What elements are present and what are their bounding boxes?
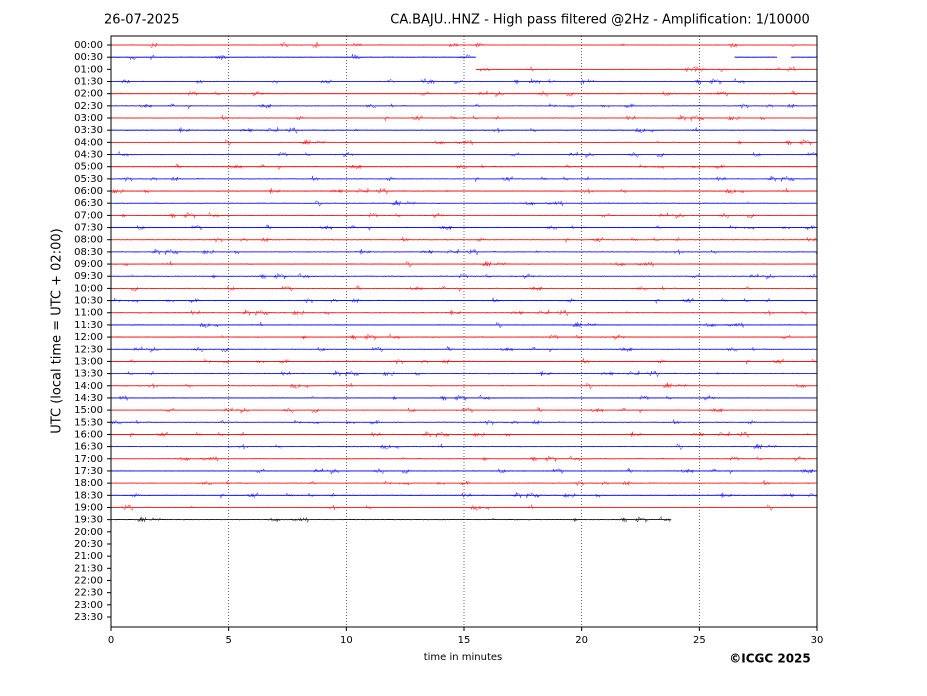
y-tick-label: 01:00	[74, 64, 103, 75]
x-tick-label: 25	[693, 635, 706, 646]
x-tick-label: 20	[575, 635, 588, 646]
y-tick-label: 07:30	[74, 223, 103, 234]
y-tick-label: 09:00	[74, 259, 103, 270]
y-tick-label: 15:30	[74, 417, 103, 428]
y-tick-label: 11:30	[74, 320, 103, 331]
y-tick-label: 08:00	[74, 235, 103, 246]
y-tick-label: 23:30	[74, 612, 103, 623]
x-tick-label: 0	[108, 635, 114, 646]
chart-title: CA.BAJU..HNZ - High pass filtered @2Hz -…	[390, 13, 810, 28]
y-tick-label: 10:30	[74, 296, 103, 307]
y-tick-label: 05:00	[74, 162, 103, 173]
y-tick-label: 07:00	[74, 210, 103, 221]
y-tick-label: 18:30	[74, 490, 103, 501]
y-tick-label: 00:00	[74, 40, 103, 51]
y-tick-label: 21:30	[74, 563, 103, 574]
y-tick-label: 14:30	[74, 393, 103, 404]
x-tick-label: 15	[458, 635, 471, 646]
y-tick-label: 19:30	[74, 515, 103, 526]
y-tick-label: 19:00	[74, 502, 103, 513]
x-tick-label: 10	[340, 635, 353, 646]
y-tick-label: 13:30	[74, 369, 103, 380]
copyright: ©ICGC 2025	[729, 652, 811, 666]
y-tick-label: 10:00	[74, 283, 103, 294]
y-tick-label: 04:00	[74, 137, 103, 148]
y-tick-label: 18:00	[74, 478, 103, 489]
y-tick-label: 11:00	[74, 308, 103, 319]
y-tick-label: 21:00	[74, 551, 103, 562]
y-tick-label: 08:30	[74, 247, 103, 258]
x-tick-label: 30	[811, 635, 824, 646]
y-tick-label: 02:30	[74, 101, 103, 112]
y-tick-label: 01:30	[74, 77, 103, 88]
y-tick-label: 06:00	[74, 186, 103, 197]
y-tick-label: 02:00	[74, 89, 103, 100]
y-tick-label: 09:30	[74, 271, 103, 282]
y-tick-label: 12:30	[74, 344, 103, 355]
y-tick-label: 20:00	[74, 527, 103, 538]
y-tick-label: 03:30	[74, 125, 103, 136]
y-tick-label: 23:00	[74, 600, 103, 611]
chart-date: 26-07-2025	[104, 13, 180, 28]
plot-frame	[110, 35, 818, 628]
y-tick-label: 13:00	[74, 356, 103, 367]
y-tick-label: 16:00	[74, 429, 103, 440]
x-axis-label: time in minutes	[424, 652, 503, 663]
y-tick-label: 17:00	[74, 454, 103, 465]
y-axis-label: UTC (local time = UTC + 02:00)	[50, 228, 65, 433]
y-tick-label: 12:00	[74, 332, 103, 343]
y-tick-label: 20:30	[74, 539, 103, 550]
y-tick-label: 16:30	[74, 442, 103, 453]
y-tick-label: 04:30	[74, 150, 103, 161]
y-tick-label: 00:30	[74, 52, 103, 63]
y-tick-label: 05:30	[74, 174, 103, 185]
y-tick-label: 22:30	[74, 588, 103, 599]
y-tick-label: 15:00	[74, 405, 103, 416]
y-tick-label: 03:00	[74, 113, 103, 124]
y-tick-label: 17:30	[74, 466, 103, 477]
x-tick-label: 5	[225, 635, 231, 646]
y-tick-label: 22:00	[74, 575, 103, 586]
y-tick-label: 14:00	[74, 381, 103, 392]
y-tick-label: 06:30	[74, 198, 103, 209]
